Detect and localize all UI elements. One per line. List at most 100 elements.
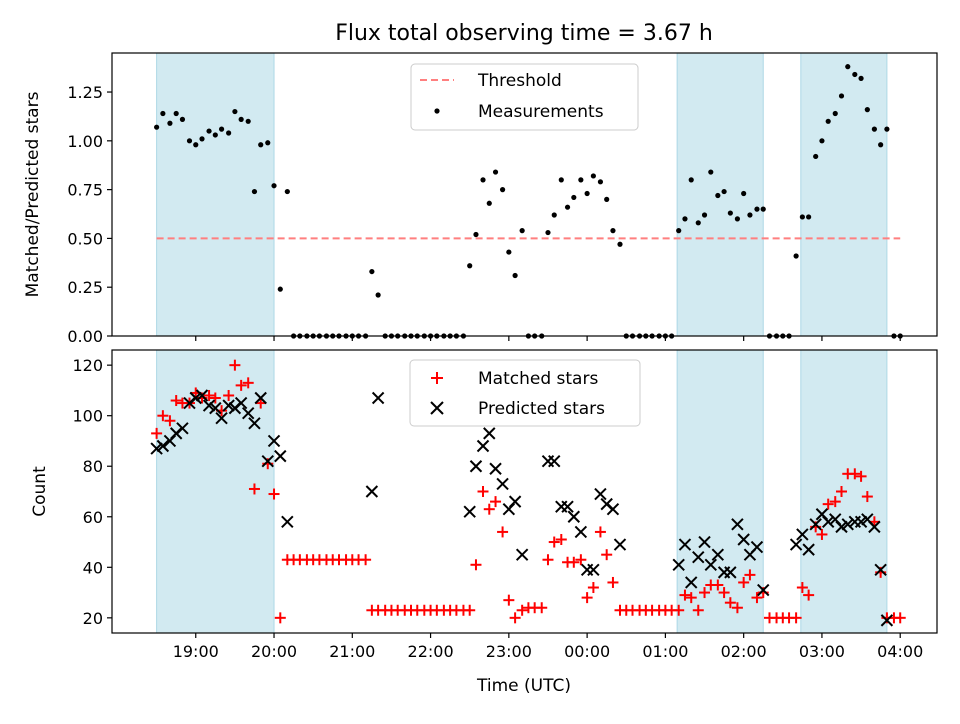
matched-star-point xyxy=(712,579,724,591)
predicted-star-point xyxy=(704,558,717,571)
measurement-point xyxy=(245,118,251,124)
measurement-point xyxy=(558,177,564,183)
matched-star-point xyxy=(235,379,247,391)
measurement-point xyxy=(206,128,212,134)
measurement-point xyxy=(604,196,610,202)
measurement-point xyxy=(578,177,584,183)
top-y-tick-label: 0.75 xyxy=(67,181,103,200)
predicted-star-point xyxy=(176,422,189,435)
measurement-point xyxy=(154,124,160,130)
measurement-point xyxy=(695,220,701,226)
measurement-point xyxy=(845,64,851,70)
measurement-point xyxy=(473,231,479,238)
matched-star-point xyxy=(849,468,861,480)
predicted-star-point xyxy=(254,391,267,405)
matched-star-point xyxy=(692,604,704,616)
predicted-star-markers xyxy=(150,389,894,627)
matched-star-point xyxy=(587,582,599,594)
x-tick-label: 22:00 xyxy=(408,642,454,661)
measurement-point xyxy=(545,229,551,236)
matched-star-point xyxy=(803,589,815,601)
predicted-star-point xyxy=(698,535,711,549)
bottom-legend-box xyxy=(409,359,641,427)
measurement-point xyxy=(265,140,271,146)
matched-star-point xyxy=(483,503,495,515)
predicted-star-point xyxy=(796,528,809,541)
predicted-star-point xyxy=(567,510,581,523)
measurement-point xyxy=(179,116,186,122)
matched-star-point xyxy=(503,594,515,606)
x-tick-label: 01:00 xyxy=(642,642,688,661)
matched-star-point xyxy=(575,554,587,566)
legend-predicted-swatch xyxy=(430,401,444,415)
predicted-star-point xyxy=(202,399,216,412)
top-y-ticks: 0.00 0.25 0.50 0.75 1.00 1.25 xyxy=(67,83,112,346)
top-x-ticks xyxy=(195,336,901,341)
top-y-tick-label: 0.25 xyxy=(67,278,103,297)
legend-predicted-label: Predicted stars xyxy=(478,399,605,419)
measurement-point xyxy=(492,169,499,175)
measurement-point xyxy=(167,120,173,126)
predicted-star-point xyxy=(261,454,274,468)
measurement-point xyxy=(226,130,232,136)
matched-star-point xyxy=(679,589,691,601)
predicted-star-point xyxy=(821,515,835,529)
predicted-star-point xyxy=(195,389,209,402)
matched-star-point xyxy=(203,389,215,401)
x-tick-label: 21:00 xyxy=(329,642,375,661)
predicted-star-point xyxy=(594,487,607,501)
predicted-star-point xyxy=(757,583,770,597)
matched-star-point xyxy=(816,528,828,540)
measurement-point xyxy=(727,210,733,216)
predicted-star-point xyxy=(750,540,764,554)
matched-star-point xyxy=(731,602,743,614)
matched-star-point xyxy=(685,592,697,604)
matched-star-point xyxy=(497,526,509,538)
bottom-y-tick-label: 40 xyxy=(83,558,103,577)
measurement-point xyxy=(734,216,741,222)
measurement-point xyxy=(813,153,819,160)
figure-title: Flux total observing time = 3.67 h xyxy=(335,21,713,46)
matched-star-point xyxy=(170,395,182,407)
matched-star-point xyxy=(673,604,685,616)
matched-star-point xyxy=(242,377,254,389)
top-y-tick-label: 0.50 xyxy=(67,229,103,248)
measurement-point xyxy=(375,292,381,298)
top-y-axis-label: Matched/Predicted stars xyxy=(23,91,43,297)
matched-star-point xyxy=(751,592,763,604)
measurement-point xyxy=(617,241,623,247)
measurement-point xyxy=(825,118,831,124)
measurement-point xyxy=(590,173,596,179)
predicted-star-point xyxy=(215,412,228,425)
bottom-y-tick-label: 60 xyxy=(83,508,103,527)
measurement-point xyxy=(741,190,747,197)
measurement-point xyxy=(369,268,375,275)
measurement-point xyxy=(884,126,890,132)
matched-star-point xyxy=(555,534,567,546)
predicted-star-point xyxy=(267,434,281,448)
measurement-point xyxy=(512,272,518,279)
matched-star-point xyxy=(477,486,489,497)
x-tick-label: 23:00 xyxy=(486,642,532,661)
measurement-point xyxy=(715,192,721,199)
bottom-y-tick-label: 80 xyxy=(83,457,103,476)
matched-star-point xyxy=(738,576,750,588)
matched-star-point xyxy=(470,559,482,571)
predicted-star-point xyxy=(868,520,881,534)
legend-measurements-swatch xyxy=(434,108,440,114)
measurement-point xyxy=(676,228,682,234)
measurement-point xyxy=(610,228,616,234)
predicted-star-point xyxy=(222,399,235,412)
bottom-y-tick-label: 120 xyxy=(72,356,103,375)
matched-star-point xyxy=(229,359,241,371)
matched-star-point xyxy=(894,612,906,624)
matched-star-point xyxy=(536,602,548,614)
matched-star-point xyxy=(594,526,606,538)
measurement-point xyxy=(258,142,264,148)
legend-threshold-label: Threshold xyxy=(477,71,562,91)
predicted-star-point xyxy=(841,518,854,531)
bottom-axes-frame xyxy=(111,349,938,634)
measurement-point xyxy=(878,142,884,148)
measurement-point xyxy=(838,93,845,99)
